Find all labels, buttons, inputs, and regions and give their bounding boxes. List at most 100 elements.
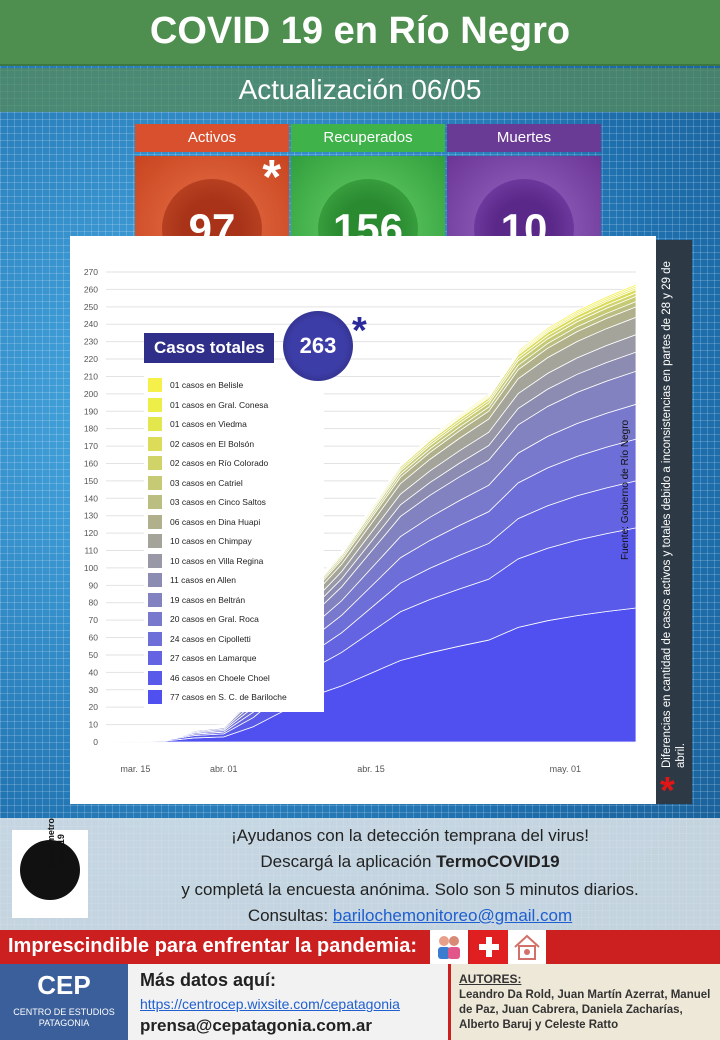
banner [0,930,720,964]
legend-swatch [148,534,162,548]
press-email[interactable]: prensa@cepatagonia.com.ar [140,1016,372,1035]
y-tick-label: 150 [84,476,98,486]
legend-label: 46 casos en Choele Choel [170,672,270,683]
legend-label: 02 casos en El Bolsón [170,438,255,449]
y-tick-label: 0 [93,737,98,747]
y-tick-label: 50 [89,650,99,660]
page-title: COVID 19 en Río Negro [149,10,571,52]
logo-circle-icon [20,840,80,900]
legend-label: 01 casos en Viedma [170,419,247,429]
y-tick-label: 200 [84,389,98,399]
title-bar [0,0,720,66]
legend-label: 03 casos en Catriel [170,477,243,488]
legend-label: 10 casos en Villa Regina [170,555,264,566]
totals-label: Casos totales [144,333,274,363]
legend-label: 02 casos en Río Colorado [170,458,269,468]
legend-swatch [148,612,162,626]
y-tick-label: 180 [84,424,98,434]
legend-label: 01 casos en Gral. Conesa [170,399,269,410]
x-tick-label: abr. 15 [357,764,385,774]
legend-swatch [148,378,162,392]
legend-swatch [148,651,162,665]
legend-swatch [148,436,162,451]
y-tick-label: 120 [84,528,98,538]
legend-label: 11 casos en Allen [170,575,236,585]
stat-label: Muertes [447,124,601,152]
banner-text: Imprescindible para enfrentar la pandemi… [8,935,418,957]
legend-swatch [148,592,162,607]
consultas-label: Consultas: [247,906,333,925]
legend-label: 03 casos en Cinco Saltos [170,497,266,507]
family-icon [430,930,468,964]
legend-item: 10 casos en Villa Regina [148,552,263,570]
info-line-4: Consultas: barilochemonitoreo@gmail.com [100,906,720,926]
y-tick-label: 20 [89,702,99,712]
y-tick-label: 40 [89,667,99,677]
legend-item: 03 casos en Cinco Saltos [148,493,266,511]
authors-box: AUTORES: Leandro Da Rold, Juan Martín Az… [448,964,720,1040]
y-tick-label: 230 [84,337,98,347]
email-link[interactable]: barilochemonitoreo@gmail.com [332,906,573,925]
asterisk-icon: * [262,151,281,204]
update-bar [0,68,720,112]
legend-swatch [148,417,162,431]
logo-text: Termómetro CoVid19 [46,818,66,870]
y-tick-label: 190 [84,406,98,416]
stat-label: Recuperados [291,124,445,152]
legend-label: 27 casos en Lamarque [170,653,257,663]
y-tick-label: 240 [84,319,98,329]
area-chart: 0 10 20 30 40 50 60 70 80 90 100 110 120 130 140 150 160… [84,267,637,774]
legend-item: 02 casos en El Bolsón [148,435,254,453]
legend-item: 01 casos en Belisle [148,376,243,394]
y-tick-label: 170 [84,441,98,451]
totals-virus-icon: 263 [283,311,353,381]
y-tick-label: 80 [89,598,99,608]
legend-swatch [148,690,162,704]
y-tick-label: 140 [84,493,98,503]
y-tick-label: 160 [84,458,98,468]
legend-swatch [148,397,162,412]
medical-cross-icon [470,930,508,964]
y-tick-label: 260 [84,284,98,294]
chart-legend: 01 casos en Belisle 01 casos en Gral. Con… [144,366,324,712]
legend-swatch [148,573,162,587]
x-tick-label: may. 01 [550,764,581,774]
legend-item: 20 casos en Gral. Roca [148,610,259,628]
legend-item: 77 casos en S. C. de Bariloche [148,688,287,706]
legend-swatch [148,495,162,509]
legend-item: 06 casos en Dina Huapi [148,513,260,531]
cep-abbr: CEP [37,970,91,1000]
y-tick-label: 10 [89,720,99,730]
y-tick-label: 60 [89,633,99,643]
legend-swatch [148,553,162,568]
legend-item: 11 casos en Allen [148,571,236,589]
y-tick-label: 30 [89,685,99,695]
y-tick-label: 70 [89,615,99,625]
y-tick-label: 220 [84,354,98,364]
legend-swatch [148,456,162,470]
app-name: TermoCOVID19 [436,852,560,871]
legend-item: 27 casos en Lamarque [148,649,256,667]
legend-item: 01 casos en Viedma [148,415,247,433]
website-link[interactable]: https://centrocep.wixsite.com/cepatagoni… [140,996,400,1012]
legend-label: 24 casos en Cipolletti [170,633,251,644]
info-line-2-prefix: Descargá la aplicación [260,852,437,871]
stat-value: 10 [500,205,548,252]
stat-label: Activos [135,124,289,152]
cep-logo: CEP CENTRO DE ESTUDIOS PATAGONIA [0,964,128,1040]
legend-swatch [148,475,162,490]
y-tick-label: 90 [89,580,99,590]
legend-item: 01 casos en Gral. Conesa [148,396,268,414]
stat-value: 97 [188,205,236,252]
legend-item: 03 casos en Catriel [148,474,243,492]
y-tick-label: 250 [84,302,98,312]
legend-swatch [148,631,162,646]
info-line-1: ¡Ayudanos con la detección temprana del … [231,826,589,845]
y-tick-label: 110 [84,546,98,556]
legend-label: 10 casos en Chimpay [170,536,252,546]
totals-asterisk-icon: * [352,310,367,352]
x-tick-label: abr. 01 [210,764,238,774]
y-tick-label: 130 [84,511,98,521]
more-data-box: Más datos aquí: https://centrocep.wixsit… [128,964,448,1040]
y-tick-label: 210 [84,371,98,381]
